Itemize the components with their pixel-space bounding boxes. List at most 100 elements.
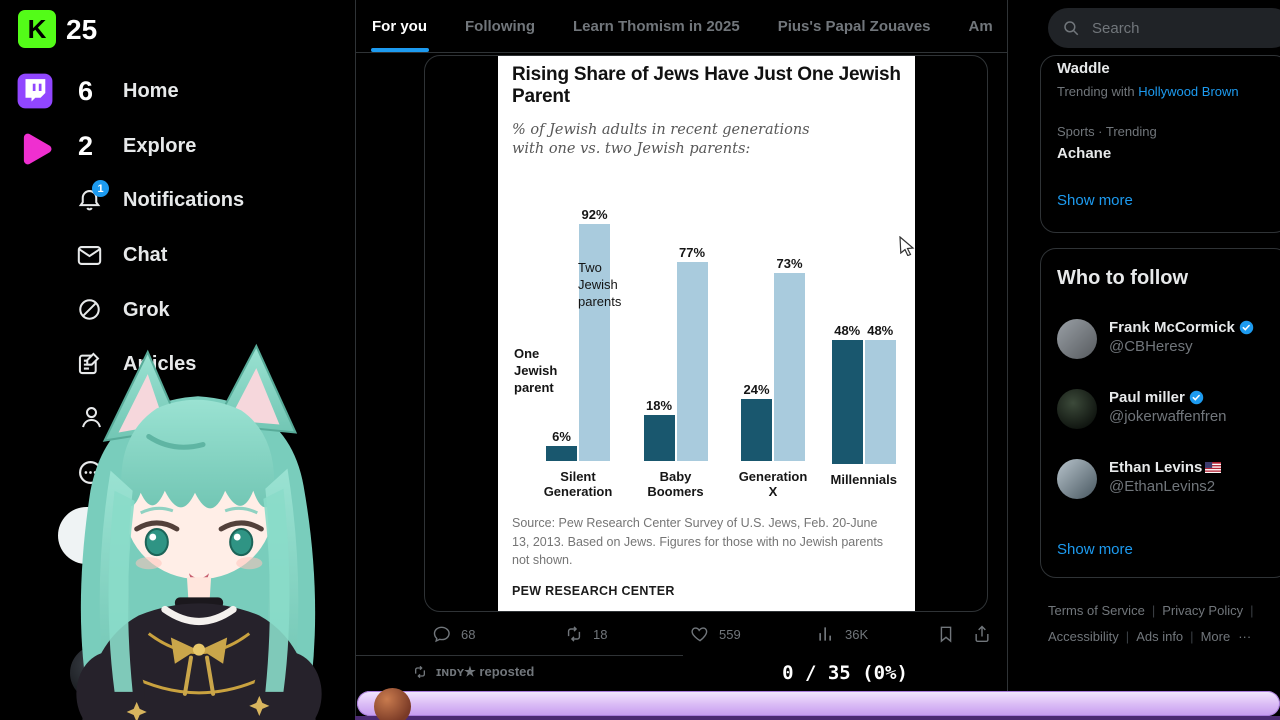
kick-logo-icon: K [18, 10, 56, 48]
trending-show-more[interactable]: Show more [1057, 192, 1133, 209]
tab-following[interactable]: Following [465, 17, 535, 35]
share-button[interactable] [972, 624, 992, 644]
trending-panel: Waddle Trending with Hollywood Brown Spo… [1040, 55, 1280, 233]
sidebar-item-home[interactable]: 6 Home [0, 71, 350, 111]
twitch-logo-icon [17, 73, 53, 109]
tab-for-you[interactable]: For you [372, 17, 427, 35]
user-name-text: Frank McCormick [1109, 319, 1235, 336]
bow-ribbons [182, 655, 216, 696]
notifications-badge: 1 [92, 180, 109, 197]
sidebar-item-grok[interactable]: Grok [0, 290, 350, 330]
bookmark-icon [940, 626, 952, 643]
column-divider-left [355, 0, 356, 720]
footer-link-ads[interactable]: Ads info [1136, 624, 1200, 650]
chart-title: Rising Share of Jews Have Just One Jewis… [512, 64, 901, 108]
bar-two-jewish-parents [864, 339, 896, 464]
trend-meta-link[interactable]: Hollywood Brown [1138, 84, 1239, 99]
hair-bangs [121, 399, 275, 509]
bar-two-jewish-parents [579, 223, 610, 461]
avatar [1057, 319, 1097, 359]
avatar [1057, 389, 1097, 429]
chart-subtitle: % of Jewish adults in recent generations… [512, 121, 810, 158]
bar-value-label: 73% [776, 255, 803, 271]
eyelash-right [218, 520, 264, 532]
bar-value-label: 92% [581, 206, 608, 222]
tweet-image[interactable]: Rising Share of Jews Have Just One Jewis… [424, 55, 988, 612]
footer-link-more[interactable]: More [1200, 629, 1231, 644]
play-unread-count: 2 [78, 130, 94, 161]
bar-group: 18% 77% Baby Boomers [636, 188, 716, 500]
eye-left [144, 527, 169, 557]
bar-one-jewish-parent [831, 339, 863, 464]
follow-suggestion-row[interactable]: Ethan Levins @EthanLevins2 [1057, 459, 1272, 499]
like-button[interactable]: 559 [690, 624, 741, 644]
user-name: Paul miller [1109, 389, 1227, 406]
user-name-text: Paul miller [1109, 389, 1185, 406]
dress-star-left [126, 701, 147, 720]
reply-icon [433, 626, 450, 643]
views-button[interactable]: 36K [816, 624, 868, 644]
reply-button[interactable]: 68 [432, 624, 475, 644]
category-label: Millennials [830, 471, 897, 487]
who-to-follow-title: Who to follow [1057, 267, 1189, 289]
user-handle: @jokerwaffenfren [1109, 408, 1227, 425]
eyebrow-right [224, 506, 258, 515]
tab-learn-thomism[interactable]: Learn Thomism in 2025 [572, 17, 740, 35]
search-icon [1064, 21, 1079, 36]
hair-front-strand-left [108, 490, 135, 692]
sidebar-item-explore[interactable]: 2 Explore [0, 126, 350, 166]
footer-link-accessibility[interactable]: Accessibility [1048, 624, 1136, 650]
bar-value-label: 48% [834, 322, 861, 338]
chat-label: Chat [123, 243, 168, 266]
footer-link-privacy[interactable]: Privacy Policy [1162, 598, 1260, 624]
bow-right [201, 637, 228, 664]
follow-show-more[interactable]: Show more [1057, 541, 1133, 558]
verified-badge-icon [1189, 390, 1204, 405]
bar-group: 6% 92% Silent Generation [538, 188, 618, 500]
hair-front-strand-right [263, 488, 290, 692]
blush-right [236, 557, 263, 570]
repost-icon [567, 626, 581, 642]
twitch-unread-count: 6 [78, 75, 94, 106]
footer-link-tos[interactable]: Terms of Service [1048, 598, 1162, 624]
avatar [1057, 459, 1097, 499]
bar-group: 48% 48% Millennials [831, 188, 897, 500]
vtuber-avatar [76, 343, 322, 720]
reposted-icon [415, 665, 425, 679]
follow-suggestion-row[interactable]: Frank McCormick @CBHeresy [1057, 319, 1272, 359]
sidebar-item-chat[interactable]: Chat [0, 235, 350, 275]
profile-icon[interactable] [78, 404, 105, 431]
search-input[interactable] [1090, 18, 1254, 38]
user-handle: @EthanLevins2 [1109, 478, 1216, 495]
active-tab-indicator [371, 48, 429, 52]
category-label: Generation X [738, 468, 808, 500]
follow-suggestion-row[interactable]: Paul miller @jokerwaffenfren [1057, 389, 1272, 429]
trend-item-achane[interactable]: Sports · Trending Achane [1057, 124, 1157, 162]
bookmark-button[interactable] [936, 624, 956, 644]
chart-source: Source: Pew Research Center Survey of U.… [512, 515, 884, 568]
annotation-two-jewish-parents: Two Jewish parents [578, 259, 622, 309]
tweet-divider [356, 655, 1007, 656]
collar-frill [161, 605, 237, 625]
stream-progress-underline [355, 716, 1280, 720]
repost-button[interactable]: 18 [564, 624, 607, 644]
repost-attribution[interactable]: ɪɴᴅʏ★ reposted [412, 664, 534, 680]
who-to-follow-panel: Who to follow Frank McCormick @CBHeresy … [1040, 248, 1280, 578]
repost-text: ɪɴᴅʏ★ reposted [436, 664, 535, 679]
footer-more-ellipsis[interactable]: ··· [1238, 629, 1252, 644]
pew-chart: Rising Share of Jews Have Just One Jewis… [498, 56, 915, 611]
tab-am[interactable]: Am [968, 17, 993, 35]
trend-name: Waddle [1057, 60, 1110, 77]
share-icon [975, 625, 989, 643]
sidebar-item-notifications[interactable]: Notifications [0, 180, 350, 220]
user-name-text: Ethan Levins [1109, 459, 1203, 476]
tab-pius-zouaves[interactable]: Pius's Papal Zouaves [777, 17, 931, 35]
bar-one-jewish-parent [546, 445, 577, 461]
next-tweet-avatar[interactable] [374, 688, 411, 720]
trend-item-waddle[interactable]: Waddle Trending with Hollywood Brown [1057, 60, 1239, 99]
views-count: 36K [845, 626, 869, 642]
search-bar[interactable] [1048, 8, 1280, 48]
trend-meta-prefix: Trending with [1057, 84, 1135, 99]
bar-value-label: 18% [645, 397, 673, 413]
sidebar-footer: Terms of Service Privacy Policy Accessib… [1048, 598, 1280, 650]
